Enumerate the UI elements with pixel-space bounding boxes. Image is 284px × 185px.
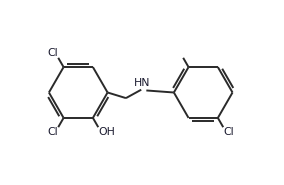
Text: Cl: Cl bbox=[48, 48, 58, 58]
Text: Cl: Cl bbox=[223, 127, 234, 137]
Text: OH: OH bbox=[98, 127, 115, 137]
Text: Cl: Cl bbox=[48, 127, 58, 137]
Text: HN: HN bbox=[133, 78, 150, 88]
